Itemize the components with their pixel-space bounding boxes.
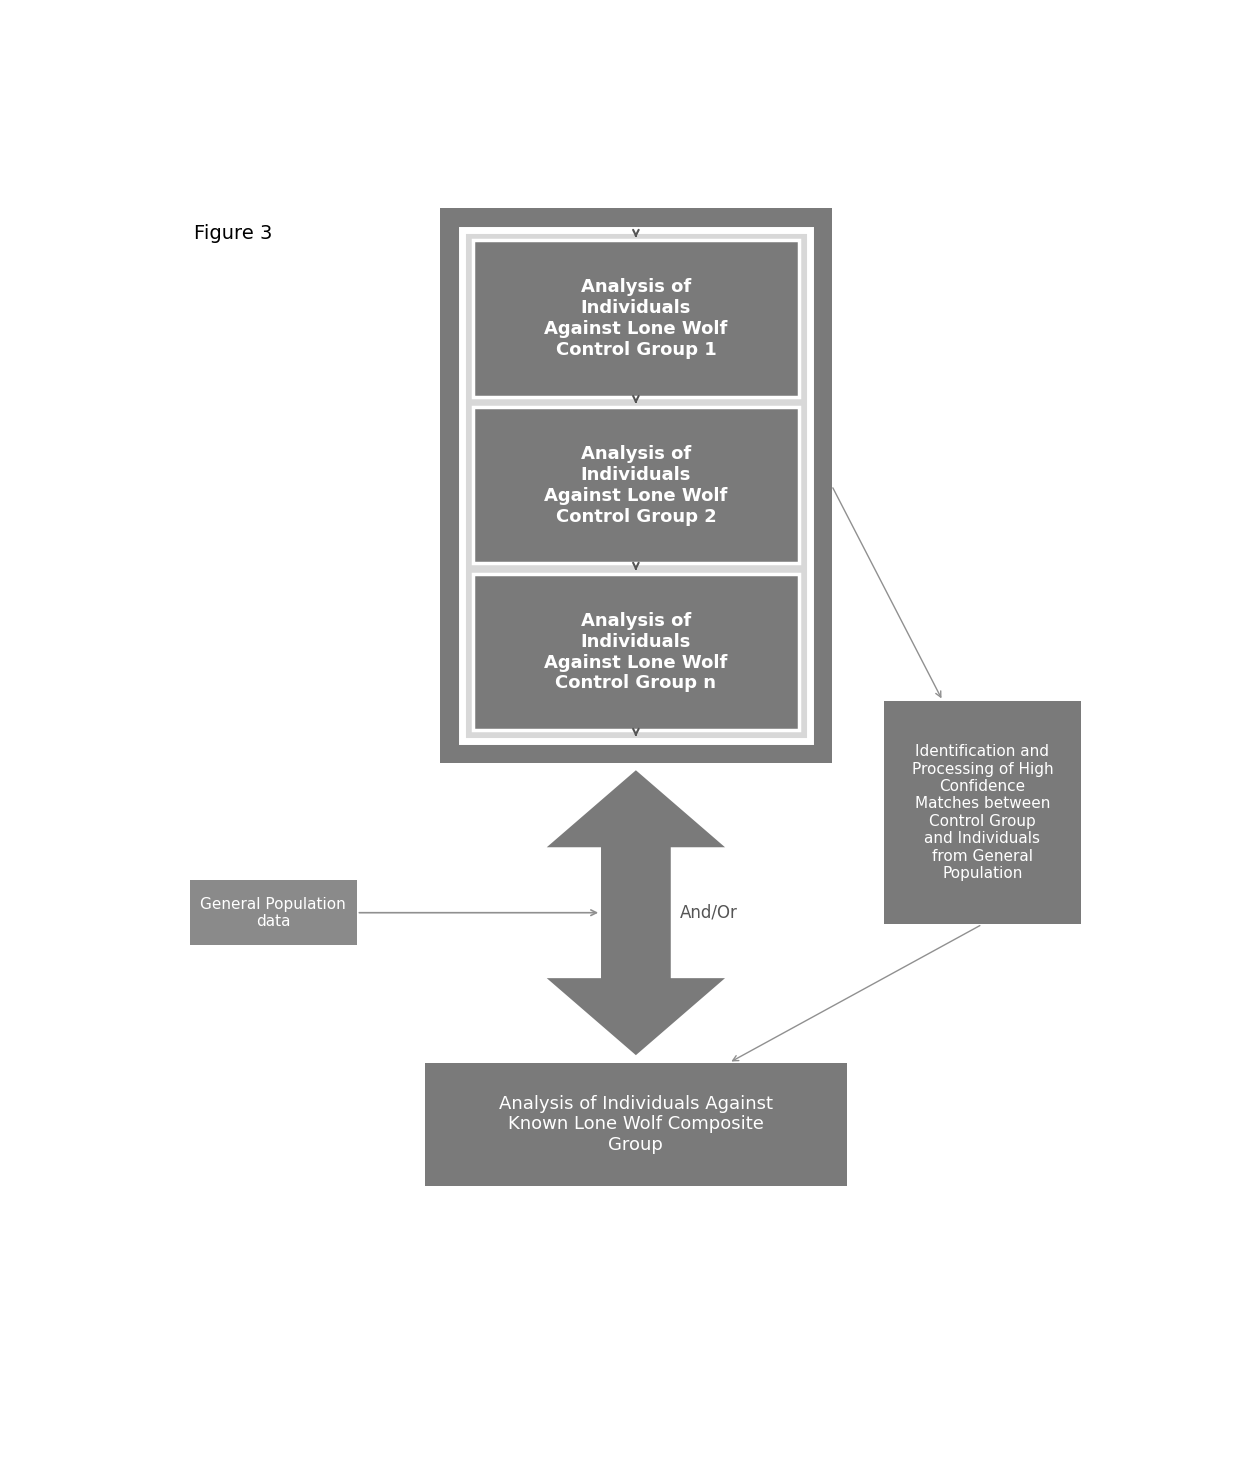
FancyBboxPatch shape bbox=[472, 408, 799, 563]
FancyBboxPatch shape bbox=[463, 229, 810, 740]
FancyBboxPatch shape bbox=[472, 573, 799, 730]
FancyBboxPatch shape bbox=[440, 208, 832, 763]
Text: Analysis of
Individuals
Against Lone Wolf
Control Group n: Analysis of Individuals Against Lone Wol… bbox=[544, 612, 728, 692]
Text: And/Or: And/Or bbox=[680, 903, 738, 922]
FancyBboxPatch shape bbox=[190, 879, 357, 946]
FancyBboxPatch shape bbox=[424, 1063, 847, 1185]
Text: Analysis of Individuals Against
Known Lone Wolf Composite
Group: Analysis of Individuals Against Known Lo… bbox=[498, 1095, 773, 1154]
Text: General Population
data: General Population data bbox=[201, 897, 346, 928]
Polygon shape bbox=[547, 770, 725, 1055]
FancyBboxPatch shape bbox=[883, 701, 1081, 924]
Text: Analysis of
Individuals
Against Lone Wolf
Control Group 1: Analysis of Individuals Against Lone Wol… bbox=[544, 278, 728, 359]
Text: Identification and
Processing of High
Confidence
Matches between
Control Group
a: Identification and Processing of High Co… bbox=[911, 745, 1053, 881]
FancyBboxPatch shape bbox=[472, 241, 799, 396]
Text: Figure 3: Figure 3 bbox=[193, 223, 272, 242]
Text: Analysis of
Individuals
Against Lone Wolf
Control Group 2: Analysis of Individuals Against Lone Wol… bbox=[544, 445, 728, 526]
